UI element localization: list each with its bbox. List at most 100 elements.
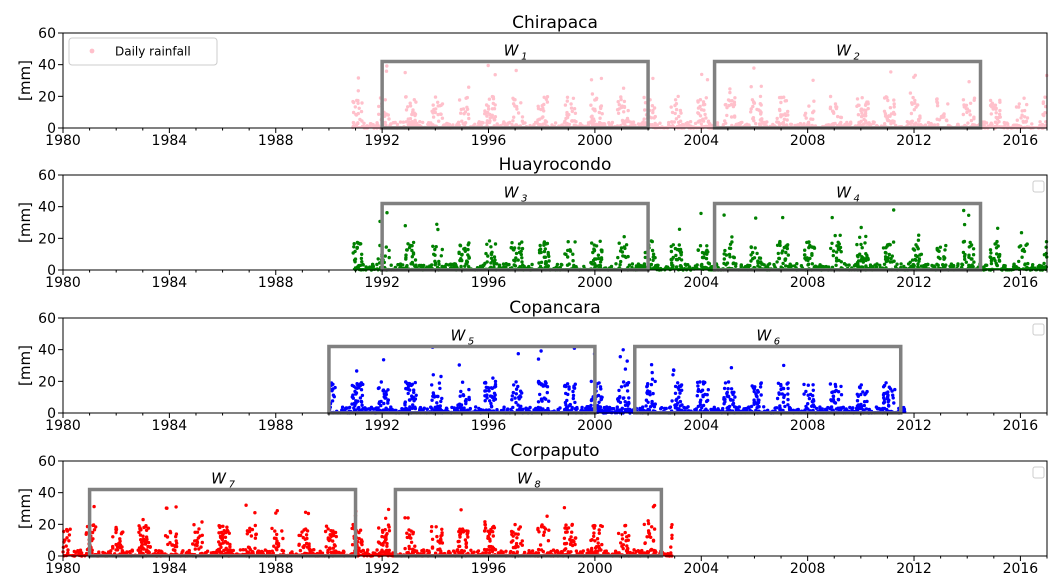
data-point bbox=[138, 533, 143, 537]
data-point bbox=[65, 536, 69, 540]
data-point bbox=[676, 407, 681, 411]
x-tick-label: 1988 bbox=[258, 275, 294, 291]
data-point bbox=[193, 530, 197, 534]
data-point bbox=[860, 96, 864, 100]
data-point bbox=[542, 122, 547, 126]
data-point bbox=[492, 117, 496, 121]
data-point bbox=[466, 253, 470, 257]
data-point bbox=[425, 407, 429, 411]
data-point bbox=[874, 265, 878, 269]
data-point bbox=[832, 111, 836, 116]
data-point bbox=[458, 243, 462, 247]
data-point bbox=[1025, 116, 1030, 120]
data-point bbox=[906, 262, 911, 266]
data-point bbox=[669, 249, 674, 254]
data-point bbox=[143, 542, 148, 546]
data-point bbox=[834, 256, 839, 260]
data-point bbox=[619, 541, 623, 545]
data-point bbox=[569, 102, 573, 106]
data-point bbox=[404, 255, 408, 260]
data-point bbox=[594, 257, 598, 261]
data-point bbox=[537, 530, 541, 534]
data-point bbox=[890, 254, 894, 258]
data-point bbox=[117, 541, 122, 545]
data-point bbox=[760, 120, 764, 124]
data-point bbox=[520, 256, 524, 260]
data-point bbox=[352, 245, 356, 249]
data-point bbox=[477, 120, 481, 124]
data-point bbox=[642, 117, 646, 121]
data-point bbox=[1024, 120, 1028, 124]
data-point bbox=[810, 262, 814, 266]
data-point bbox=[466, 535, 470, 539]
data-point bbox=[421, 120, 425, 125]
data-point bbox=[936, 263, 940, 267]
data-point bbox=[253, 511, 257, 515]
data-point bbox=[834, 407, 839, 411]
data-point bbox=[753, 246, 757, 250]
data-point bbox=[563, 526, 567, 530]
data-point bbox=[221, 524, 225, 528]
window-label: W bbox=[836, 184, 852, 202]
data-point bbox=[463, 110, 468, 114]
data-point bbox=[650, 248, 655, 253]
data-point bbox=[519, 404, 523, 408]
data-point bbox=[678, 391, 682, 395]
data-point bbox=[616, 111, 621, 116]
data-point bbox=[467, 265, 471, 269]
data-point bbox=[599, 76, 604, 81]
data-point bbox=[224, 546, 228, 550]
data-point bbox=[751, 116, 756, 120]
data-point bbox=[385, 64, 389, 68]
data-point bbox=[645, 391, 650, 396]
data-point bbox=[459, 107, 463, 112]
data-point bbox=[489, 404, 494, 408]
data-point bbox=[398, 120, 403, 124]
data-point bbox=[547, 259, 551, 263]
data-point bbox=[360, 252, 364, 256]
data-point bbox=[545, 100, 550, 104]
data-point bbox=[617, 388, 621, 393]
data-point bbox=[1022, 108, 1027, 113]
data-point bbox=[722, 257, 726, 261]
data-point bbox=[511, 390, 515, 395]
x-tick-label: 2004 bbox=[683, 275, 719, 291]
data-point bbox=[1043, 104, 1048, 109]
data-point bbox=[434, 107, 438, 111]
data-point bbox=[413, 258, 418, 262]
data-point bbox=[444, 406, 449, 410]
data-point bbox=[967, 80, 971, 84]
data-point bbox=[781, 121, 785, 126]
data-point bbox=[304, 541, 309, 546]
data-point bbox=[571, 393, 576, 398]
data-point bbox=[855, 260, 860, 265]
data-point bbox=[566, 550, 570, 554]
x-tick-label: 2008 bbox=[790, 275, 826, 291]
data-point bbox=[488, 119, 492, 123]
data-point bbox=[983, 120, 987, 125]
data-point bbox=[997, 258, 1001, 262]
data-point bbox=[1019, 231, 1024, 235]
data-point bbox=[807, 396, 812, 401]
data-point bbox=[673, 98, 678, 102]
data-point bbox=[369, 122, 373, 126]
data-point bbox=[510, 122, 514, 127]
data-point bbox=[916, 238, 921, 242]
data-point bbox=[646, 519, 650, 523]
data-point bbox=[876, 406, 881, 411]
data-point bbox=[781, 400, 786, 404]
data-point bbox=[623, 367, 628, 371]
data-point bbox=[493, 379, 498, 384]
data-point bbox=[589, 260, 593, 265]
data-point bbox=[542, 241, 546, 245]
data-point bbox=[463, 246, 467, 251]
data-point bbox=[512, 258, 516, 262]
data-point bbox=[845, 120, 849, 125]
data-point bbox=[387, 248, 391, 253]
data-point bbox=[619, 95, 623, 99]
data-point bbox=[485, 393, 489, 397]
data-point bbox=[618, 355, 622, 359]
data-point bbox=[786, 392, 790, 396]
data-point bbox=[377, 526, 381, 530]
data-point bbox=[354, 392, 358, 396]
